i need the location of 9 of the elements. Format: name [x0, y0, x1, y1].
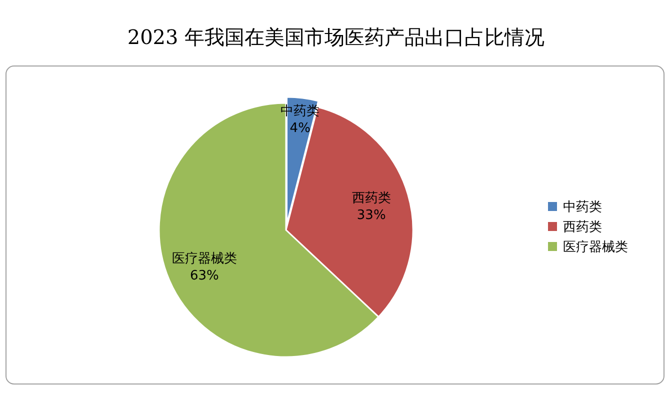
- data-label: 63%: [190, 268, 219, 284]
- slice-label: 西药类: [352, 191, 391, 206]
- slice-label: 医疗器械类: [172, 251, 237, 266]
- legend-label: 医疗器械类: [563, 240, 628, 255]
- data-label: 4%: [290, 121, 310, 136]
- legend-label: 中药类: [563, 200, 602, 215]
- data-label: 33%: [356, 208, 386, 224]
- chart-title: 2023 年我国在美国市场医药产品出口占比情况: [127, 25, 545, 49]
- legend-label: 西药类: [563, 220, 602, 235]
